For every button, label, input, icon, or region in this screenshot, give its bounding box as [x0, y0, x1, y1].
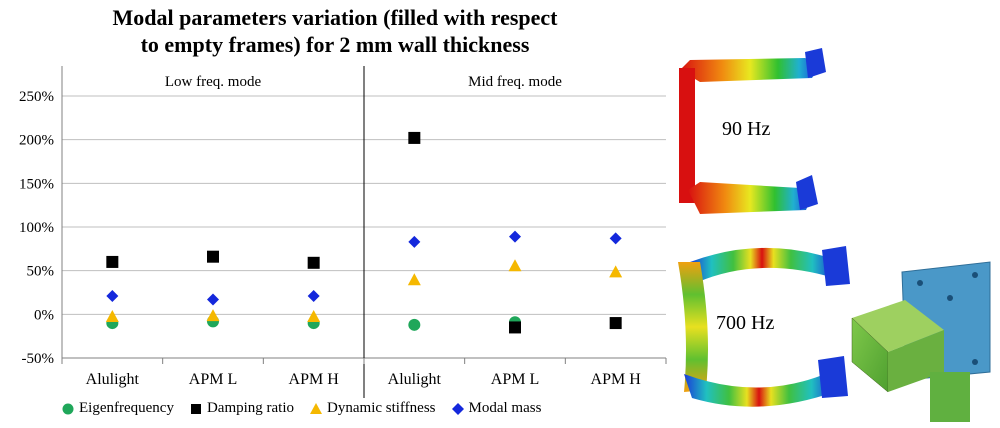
legend-item-dynamic-stiffness: Dynamic stiffness — [310, 400, 436, 417]
legend-marker-triangle-icon — [310, 402, 323, 414]
chart-legend: Eigenfrequency Damping ratio Dynamic sti… — [62, 400, 642, 417]
legend-label-eigenfrequency: Eigenfrequency — [79, 400, 174, 416]
annotation-700hz: 700 Hz — [716, 312, 775, 334]
x-tick-label: APM L — [491, 371, 539, 388]
data-point-modal-mass — [509, 230, 521, 243]
legend-marker-square-icon — [190, 403, 201, 414]
chart-title-line-2: to empty frames) for 2 mm wall thickness — [140, 32, 530, 57]
legend-label-dynamic-stiffness: Dynamic stiffness — [327, 400, 436, 416]
data-point-dynamic-stiffness — [206, 309, 220, 322]
group-label: Low freq. mode — [165, 74, 262, 90]
y-tick-label: 150% — [19, 176, 54, 192]
data-point-damping-ratio — [408, 131, 421, 144]
y-tick-label: 100% — [19, 220, 54, 236]
data-point-modal-mass — [307, 289, 320, 302]
data-point-modal-mass — [207, 293, 219, 306]
legend-marker-circle-icon — [62, 403, 74, 414]
data-point-dynamic-stiffness — [105, 309, 119, 322]
data-point-modal-mass — [609, 232, 622, 245]
mode-shape-700hz-image — [678, 246, 850, 407]
axis-layer: 250% 200% 150% 100% 50% 0% -50% Alulight APM L AP… — [19, 66, 667, 398]
data-point-damping-ratio — [509, 321, 521, 334]
frame-joint-image — [851, 261, 991, 422]
x-tick-label: Alulight — [388, 371, 442, 388]
data-point-damping-ratio — [106, 255, 119, 268]
chart-title-line-1: Modal parameters variation (filled with … — [112, 5, 558, 30]
group-label: Mid freq. mode — [468, 74, 562, 90]
y-tick-label: -50% — [22, 351, 55, 367]
annotation-90hz: 90 Hz — [722, 118, 771, 140]
data-point-dynamic-stiffness — [508, 259, 522, 272]
data-point-eigenfrequency — [408, 318, 421, 331]
mode-shape-90hz-image — [679, 48, 826, 214]
chart-title: Modal parameters variation (filled with … — [40, 4, 630, 58]
legend-label-damping-ratio: Damping ratio — [206, 400, 295, 416]
y-tick-label: 200% — [19, 133, 54, 149]
data-point-modal-mass — [106, 289, 119, 302]
x-tick-label: APM H — [591, 371, 642, 388]
marks-layer — [105, 131, 623, 334]
legend-label-modal-mass: Modal mass — [468, 400, 542, 416]
data-point-damping-ratio — [307, 256, 320, 269]
legend-item-damping-ratio: Damping ratio — [190, 400, 294, 417]
legend-item-modal-mass: Modal mass — [451, 400, 542, 417]
y-tick-label: 50% — [27, 264, 55, 280]
x-tick-label: Alulight — [86, 371, 140, 388]
x-tick-label: APM L — [189, 371, 237, 388]
data-point-damping-ratio — [207, 250, 219, 263]
y-tick-label: 250% — [19, 89, 54, 105]
legend-marker-diamond-icon — [451, 402, 464, 415]
legend-item-eigenfrequency: Eigenfrequency — [62, 400, 174, 417]
y-tick-label: 0% — [34, 307, 54, 323]
x-tick-label: APM H — [289, 371, 340, 388]
data-point-dynamic-stiffness — [609, 265, 623, 278]
data-point-modal-mass — [408, 235, 421, 248]
data-point-damping-ratio — [609, 317, 622, 330]
data-point-dynamic-stiffness — [307, 309, 321, 322]
data-point-dynamic-stiffness — [407, 273, 421, 286]
